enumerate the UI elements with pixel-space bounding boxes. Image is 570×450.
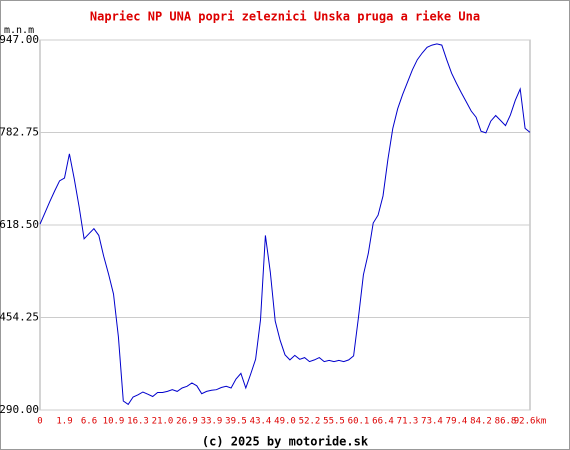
y-tick-label: 782.75 [0,126,39,139]
y-tick-label: 947.00 [0,33,39,46]
x-tick-label: 39.5 [225,417,247,427]
x-tick-label: 92.6km [514,417,547,427]
x-tick-label: 33.9 [201,417,223,427]
y-tick-label: 618.50 [0,218,39,231]
x-tick-label: 43.4 [250,417,272,427]
x-tick-label: 10.9 [103,417,125,427]
x-tick-label: 1.9 [56,417,72,427]
footer: (c) 2025 by motoride.sk [202,435,369,449]
x-tick-label: 21.0 [152,417,174,427]
x-tick-label: 6.6 [81,417,97,427]
y-tick-label: 454.25 [0,311,39,324]
x-tick-label: 84.2 [470,417,492,427]
x-tick-label: 0 [37,417,42,427]
x-tick-label: 79.4 [446,417,468,427]
y-axis-label: m.n.m [4,25,34,36]
x-tick-label: 16.3 [127,417,149,427]
x-tick-label: 55.5 [323,417,345,427]
x-tick-label: 60.1 [348,417,370,427]
x-tick-label: 49.0 [274,417,296,427]
y-tick-label: 290.00 [0,403,39,416]
x-tick-label: 73.4 [421,417,443,427]
chart-title: Napriec NP UNA popri zeleznici Unska pru… [90,10,480,24]
x-tick-label: 66.4 [372,417,394,427]
x-tick-label: 52.2 [299,417,321,427]
x-tick-label: 86.8 [495,417,517,427]
elevation-line [39,43,531,406]
x-tick-label: 71.3 [397,417,419,427]
x-tick-label: 26.9 [176,417,198,427]
